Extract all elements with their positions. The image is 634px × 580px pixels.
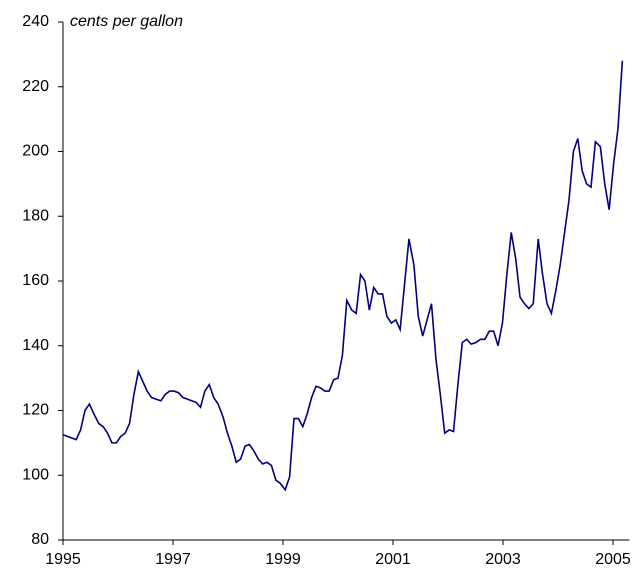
- y-tick-label: 140: [22, 337, 49, 354]
- x-tick-label: 2001: [375, 551, 411, 568]
- x-tick-label: 2003: [485, 551, 521, 568]
- y-tick-label: 160: [22, 272, 49, 289]
- x-tick-label: 1999: [265, 551, 301, 568]
- y-tick-label: 200: [22, 143, 49, 160]
- x-tick-label: 1997: [155, 551, 191, 568]
- y-tick-label: 240: [22, 13, 49, 30]
- y-tick-label: 80: [31, 531, 49, 548]
- y-tick-label: 180: [22, 207, 49, 224]
- data-line: [62, 60, 624, 492]
- x-tick-label: 2005: [595, 551, 631, 568]
- y-tick-label: 220: [22, 78, 49, 95]
- y-tick-label: 100: [22, 466, 49, 483]
- x-tick-label: 1995: [45, 551, 81, 568]
- chart-title: cents per gallon: [70, 13, 183, 30]
- y-tick-label: 120: [22, 402, 49, 419]
